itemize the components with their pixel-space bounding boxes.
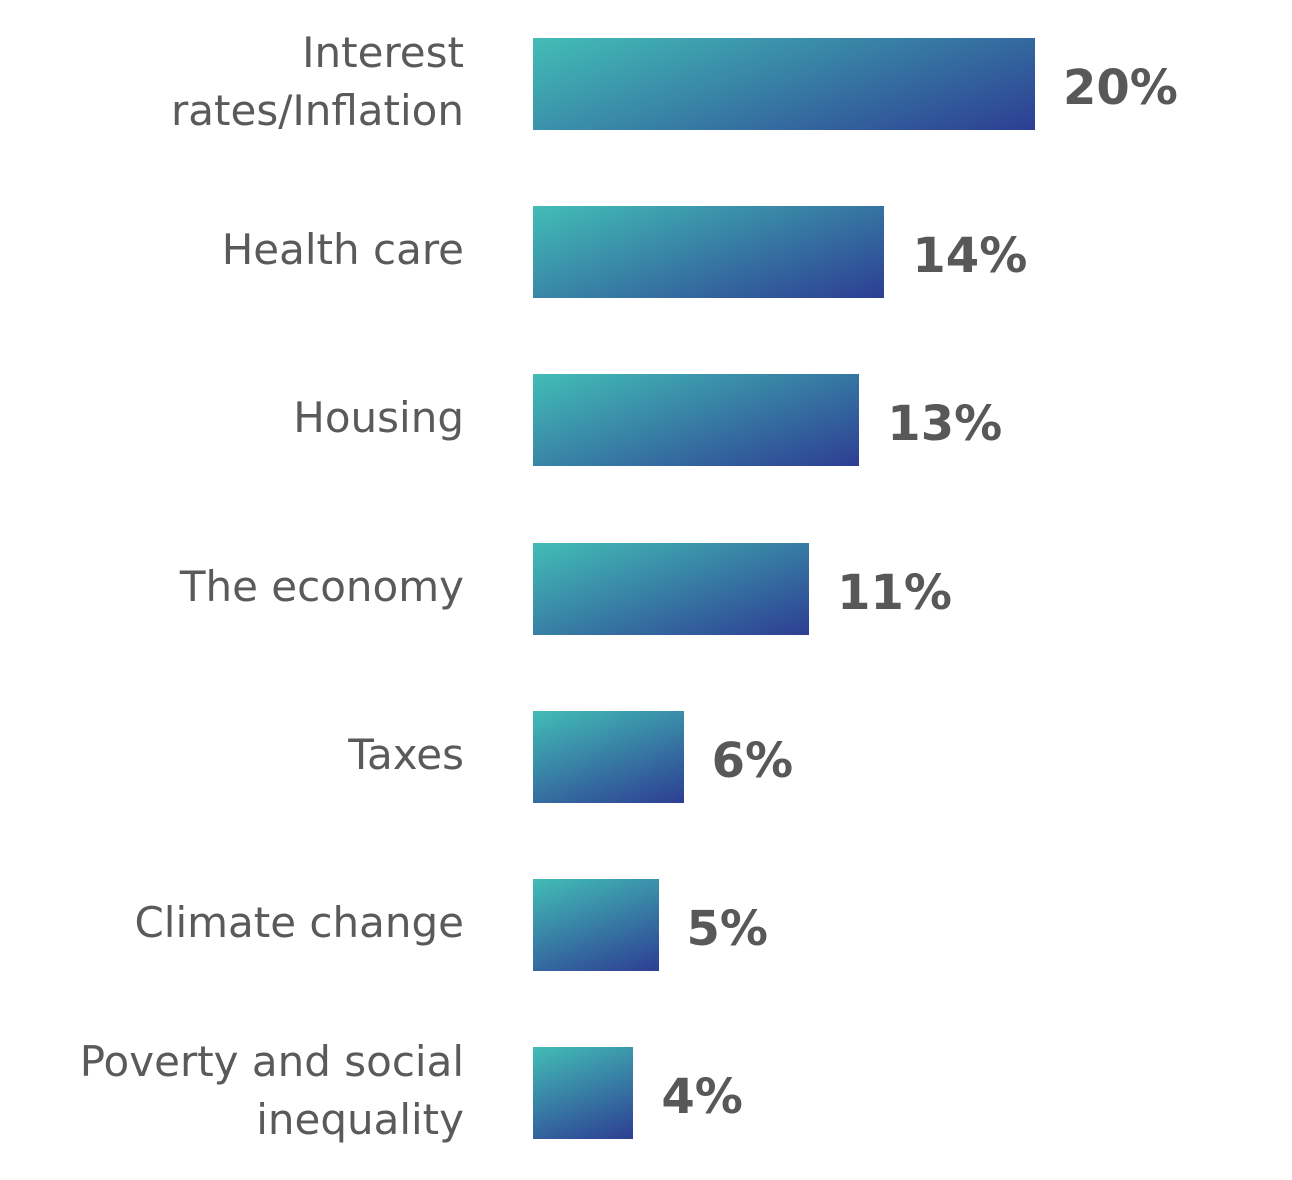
value-label: 13%	[887, 396, 1003, 453]
category-label: Housing	[293, 393, 464, 443]
category-label: Poverty and social inequality	[79, 1037, 464, 1145]
bar	[533, 879, 659, 971]
bar	[533, 542, 810, 635]
bar	[533, 1047, 634, 1140]
bar	[533, 38, 1035, 130]
category-label: Taxes	[348, 729, 464, 779]
value-label: 6%	[711, 732, 794, 789]
category-label: Interest rates/Inflation	[171, 28, 464, 135]
category-label: Health care	[221, 225, 464, 275]
bar	[533, 206, 885, 299]
bar	[533, 374, 860, 467]
value-label: 11%	[837, 564, 952, 621]
value-label: 4%	[661, 1069, 743, 1126]
value-label: 14%	[912, 228, 1028, 285]
category-label: The economy	[179, 561, 464, 611]
value-label: 5%	[686, 901, 769, 957]
category-label: Climate change	[134, 898, 464, 947]
bar	[533, 710, 684, 803]
value-label: 20%	[1063, 60, 1178, 116]
